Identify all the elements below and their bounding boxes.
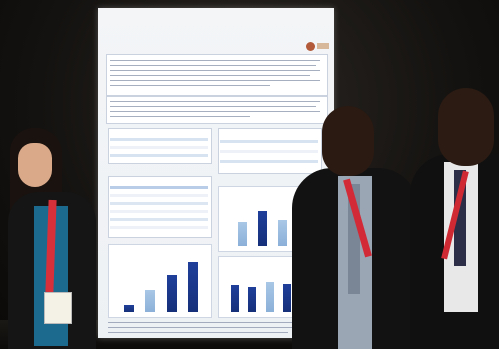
poster-chart-bar	[257, 210, 267, 246]
poster-chart-bar	[123, 304, 134, 312]
poster-table-row	[110, 138, 208, 141]
woman-face	[18, 143, 52, 187]
poster-table-row	[110, 218, 208, 221]
poster-chart-bar	[283, 283, 292, 312]
poster-chart-bar	[237, 221, 247, 246]
poster-table-row	[110, 194, 208, 197]
man-center-head	[322, 106, 374, 176]
poster-text-line	[108, 322, 324, 324]
poster-chart-bar	[166, 274, 177, 312]
poster-text-line	[108, 327, 324, 329]
poster-chart-bar	[248, 287, 257, 312]
poster-table-row	[220, 160, 318, 163]
poster-chart-bar	[277, 219, 287, 246]
poster-table-row	[110, 154, 208, 157]
poster-text-line	[110, 111, 320, 113]
poster-table-row	[110, 226, 208, 229]
poster-chart-bar	[265, 281, 274, 312]
poster-chart-bar	[188, 262, 199, 312]
poster-text-line	[110, 116, 250, 118]
poster-chart-right-bottom-bars	[226, 274, 296, 312]
poster-text-line	[110, 65, 316, 67]
man-right-head	[438, 88, 494, 166]
poster-table-row	[110, 210, 208, 213]
poster-text-line	[110, 101, 320, 103]
poster-chart-left-bars	[118, 262, 204, 312]
poster-table-row	[110, 146, 208, 149]
poster-logo	[306, 42, 315, 51]
poster-table-row	[220, 150, 318, 153]
poster-text-line	[110, 75, 310, 77]
poster-text-line	[110, 60, 320, 62]
poster-table-row	[220, 140, 318, 143]
woman-name-badge	[44, 292, 72, 324]
poster-text-line	[110, 70, 320, 72]
poster-text-line	[110, 106, 316, 108]
poster-logo-wordmark	[317, 43, 329, 49]
poster-text-line	[110, 85, 270, 87]
poster-table-row	[110, 186, 208, 189]
poster-text-line	[108, 332, 288, 334]
poster-chart-bar	[230, 285, 239, 312]
poster-section-methods	[106, 96, 328, 124]
poster-chart-bar	[145, 289, 156, 312]
poster-table-row	[110, 202, 208, 205]
poster-text-line	[110, 80, 320, 82]
